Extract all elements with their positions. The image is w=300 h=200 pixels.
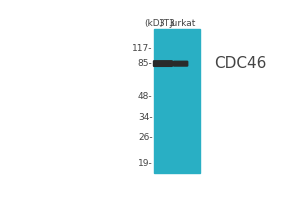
FancyBboxPatch shape — [154, 61, 172, 66]
Text: CDC46: CDC46 — [214, 56, 267, 71]
Text: 19-: 19- — [138, 159, 153, 168]
Text: 3T3: 3T3 — [158, 19, 175, 28]
Text: (kD): (kD) — [145, 19, 164, 28]
Text: 26-: 26- — [138, 133, 153, 142]
Text: Jurkat: Jurkat — [169, 19, 196, 28]
FancyBboxPatch shape — [173, 61, 188, 66]
Text: 34-: 34- — [138, 113, 153, 122]
Text: 48-: 48- — [138, 92, 153, 101]
Bar — [154, 29, 200, 173]
Text: 85-: 85- — [138, 59, 153, 68]
Text: 117-: 117- — [132, 44, 153, 53]
